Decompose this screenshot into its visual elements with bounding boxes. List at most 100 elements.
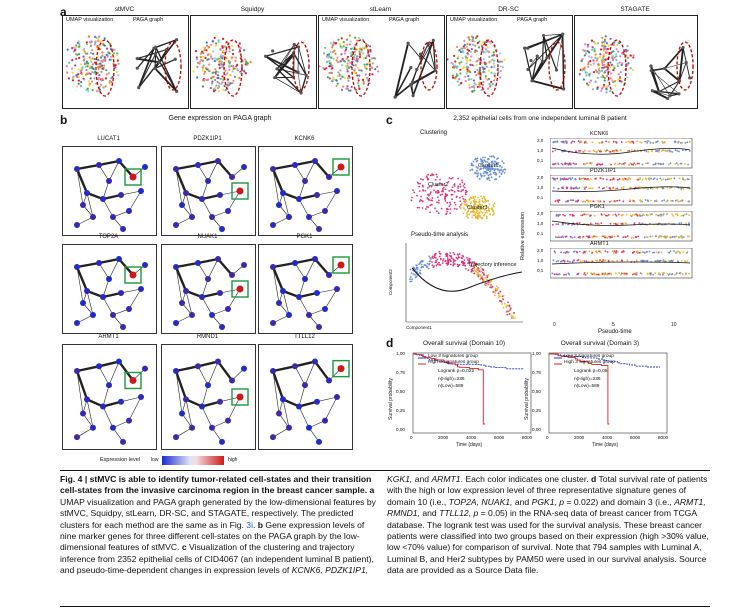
expr-gene-kcnk6: KCNK6 bbox=[590, 131, 609, 137]
expr-ytick: 1,0 bbox=[537, 148, 544, 153]
panel-a-plot bbox=[447, 32, 566, 97]
component1-label: Component1 bbox=[406, 325, 432, 330]
caption-d-genes2b: TTLL12, p bbox=[439, 508, 479, 519]
expr-ytick: 0,1 bbox=[537, 268, 544, 273]
trajectory-scatter bbox=[405, 243, 523, 323]
caption-d-genes1: TOP2A, NUAK1, bbox=[448, 496, 513, 507]
gene-name-kcnk6: KCNK6 bbox=[294, 136, 315, 142]
caption-c-label: c bbox=[181, 542, 187, 553]
expression-track bbox=[550, 211, 693, 242]
cluster1-label: Cluster1 bbox=[478, 163, 499, 169]
expr-ytick: 2,0 bbox=[537, 175, 544, 180]
caption-d-genes1b: PGK1, p bbox=[531, 496, 565, 507]
panel-b-letter: b bbox=[60, 113, 68, 127]
n-low-label: n(Low)=589 bbox=[438, 384, 464, 389]
survival-ytick: 1,00 bbox=[532, 351, 541, 356]
panel-b-title: Gene expression on PAGA graph bbox=[168, 115, 272, 122]
n-low-label: n(Low)=589 bbox=[574, 384, 600, 389]
caption-a-label: a bbox=[369, 485, 375, 496]
umap-label: UMAP visualization bbox=[66, 17, 114, 23]
survival-ytick: 0,00 bbox=[396, 427, 405, 432]
umap-label: UMAP visualization bbox=[450, 17, 498, 23]
paga-gene-panel bbox=[161, 146, 256, 236]
paga-gene-panel bbox=[258, 244, 353, 334]
caption-d-label: d bbox=[591, 474, 597, 484]
paga-gene-panel bbox=[62, 146, 157, 236]
survival-ylabel: Survival probability bbox=[524, 378, 530, 420]
paga-gene-panel bbox=[258, 344, 353, 450]
expression-legend-low: low bbox=[151, 457, 159, 463]
expression-colorbar bbox=[162, 456, 224, 465]
method-name-drsc: DR-SC bbox=[498, 6, 519, 13]
survival-plot-0 bbox=[412, 352, 532, 434]
panel-c-letter: c bbox=[386, 113, 393, 127]
expression-track bbox=[550, 175, 693, 206]
gene-name-armt1: ARMT1 bbox=[98, 334, 119, 340]
survival-ytick: 0,25 bbox=[532, 408, 541, 413]
expr-xtick: 10 bbox=[671, 322, 677, 328]
panel-a-plot bbox=[65, 35, 182, 97]
caption-d-p1: = 0.022) and domain 3 (i.e., bbox=[564, 496, 672, 507]
caption-d-text1: Total survival rate of patients with the… bbox=[387, 474, 708, 507]
caption-column-1: Fig. 4 | stMVC is able to identify tumor… bbox=[60, 474, 376, 576]
caption-title: Fig. 4 | stMVC is able to identify tumor… bbox=[60, 474, 372, 496]
caption-column-2: KGK1, and ARMT1. Each color indicates on… bbox=[387, 474, 712, 577]
method-name-squidpy: Squidpy bbox=[240, 6, 265, 13]
expr-gene-pgk1: PGK1 bbox=[590, 204, 605, 210]
expr-gene-pdzk1ip1: PDZK1IP1 bbox=[590, 168, 616, 174]
expr-xtick: 5 bbox=[612, 322, 615, 328]
component2-label: Component2 bbox=[388, 269, 393, 295]
method-name-stmvc: stMVC bbox=[114, 6, 135, 13]
gene-name-ttll12: TTLL12 bbox=[294, 334, 315, 340]
caption-b-text: Gene expression levels of nine marker ge… bbox=[60, 519, 365, 553]
caption-a-text: UMAP visualization and PAGA graph genera… bbox=[60, 496, 376, 530]
expr-ytick: 2,0 bbox=[537, 138, 544, 143]
expr-ytick: 1,0 bbox=[537, 185, 544, 190]
gene-name-pdzk1ip1: PDZK1IP1 bbox=[193, 136, 222, 142]
panel-a-plot bbox=[192, 36, 310, 97]
method-name-stlearn: stLearn bbox=[369, 6, 392, 13]
legend-high-label: High 3 signatures group bbox=[564, 360, 615, 365]
legend-low-label: Low 3 signatures group bbox=[428, 354, 478, 359]
survival-xtick: 2000 bbox=[574, 435, 585, 440]
panel-a-plot bbox=[319, 34, 438, 99]
caption-top-rule bbox=[60, 470, 710, 471]
cluster3-label: Cluster3 bbox=[467, 205, 488, 211]
caption-genes1: KGK1, bbox=[387, 474, 413, 484]
survival-xlabel: Time (days) bbox=[592, 442, 619, 448]
panel-d-letter: d bbox=[386, 336, 394, 350]
expr-ytick: 1,0 bbox=[537, 258, 544, 263]
survival-title-1: Overall survival (Domain 3) bbox=[560, 340, 640, 347]
paga-label: PAGA graph bbox=[517, 17, 548, 23]
expression-legend-high: high bbox=[228, 457, 238, 463]
panel-a-box-0: UMAP visualization PAGA graph bbox=[62, 15, 189, 109]
caption-fig-ref-link[interactable]: 3i bbox=[246, 519, 253, 530]
caption-t1: . Each color indicates one cluster. bbox=[460, 474, 589, 484]
caption-b-label: b bbox=[257, 519, 264, 530]
caption-genes2: ARMT1 bbox=[431, 474, 461, 484]
survival-ylabel: Survival probability bbox=[388, 378, 394, 420]
survival-title-0: Overall survival (Domain 10) bbox=[423, 340, 505, 347]
survival-xtick: 6000 bbox=[630, 435, 641, 440]
gene-name-pgk1: PGK1 bbox=[296, 234, 313, 240]
survival-xtick: 4000 bbox=[602, 435, 613, 440]
survival-ytick: 0,00 bbox=[532, 427, 541, 432]
survival-plot-1 bbox=[548, 352, 668, 434]
expr-gene-armt1: ARMT1 bbox=[590, 241, 609, 247]
expr-ytick: 2,0 bbox=[537, 211, 544, 216]
panel-a-box-1 bbox=[190, 15, 317, 109]
survival-xtick: 0 bbox=[546, 435, 549, 440]
gene-name-top2a: TOP2A bbox=[98, 234, 119, 240]
logrank-pvalue: Logrank p=0,05 bbox=[574, 369, 608, 374]
survival-ytick: 1,00 bbox=[396, 351, 405, 356]
survival-xtick: 4000 bbox=[466, 435, 477, 440]
expr-ytick: 2,0 bbox=[537, 248, 544, 253]
caption-d-genes2: ARMT1, RMND1, bbox=[387, 496, 706, 519]
panel-a-box-3: UMAP visualization PAGA graph bbox=[446, 15, 573, 109]
panel-a-plot bbox=[578, 35, 694, 101]
caption-d-and: and bbox=[514, 496, 530, 507]
n-high-label: n(High)=236 bbox=[574, 377, 601, 382]
panel-c-title: 2,352 epithelial cells from one independ… bbox=[453, 115, 627, 122]
expr-ytick: 1,0 bbox=[537, 221, 544, 226]
survival-ytick: 0,75 bbox=[532, 370, 541, 375]
